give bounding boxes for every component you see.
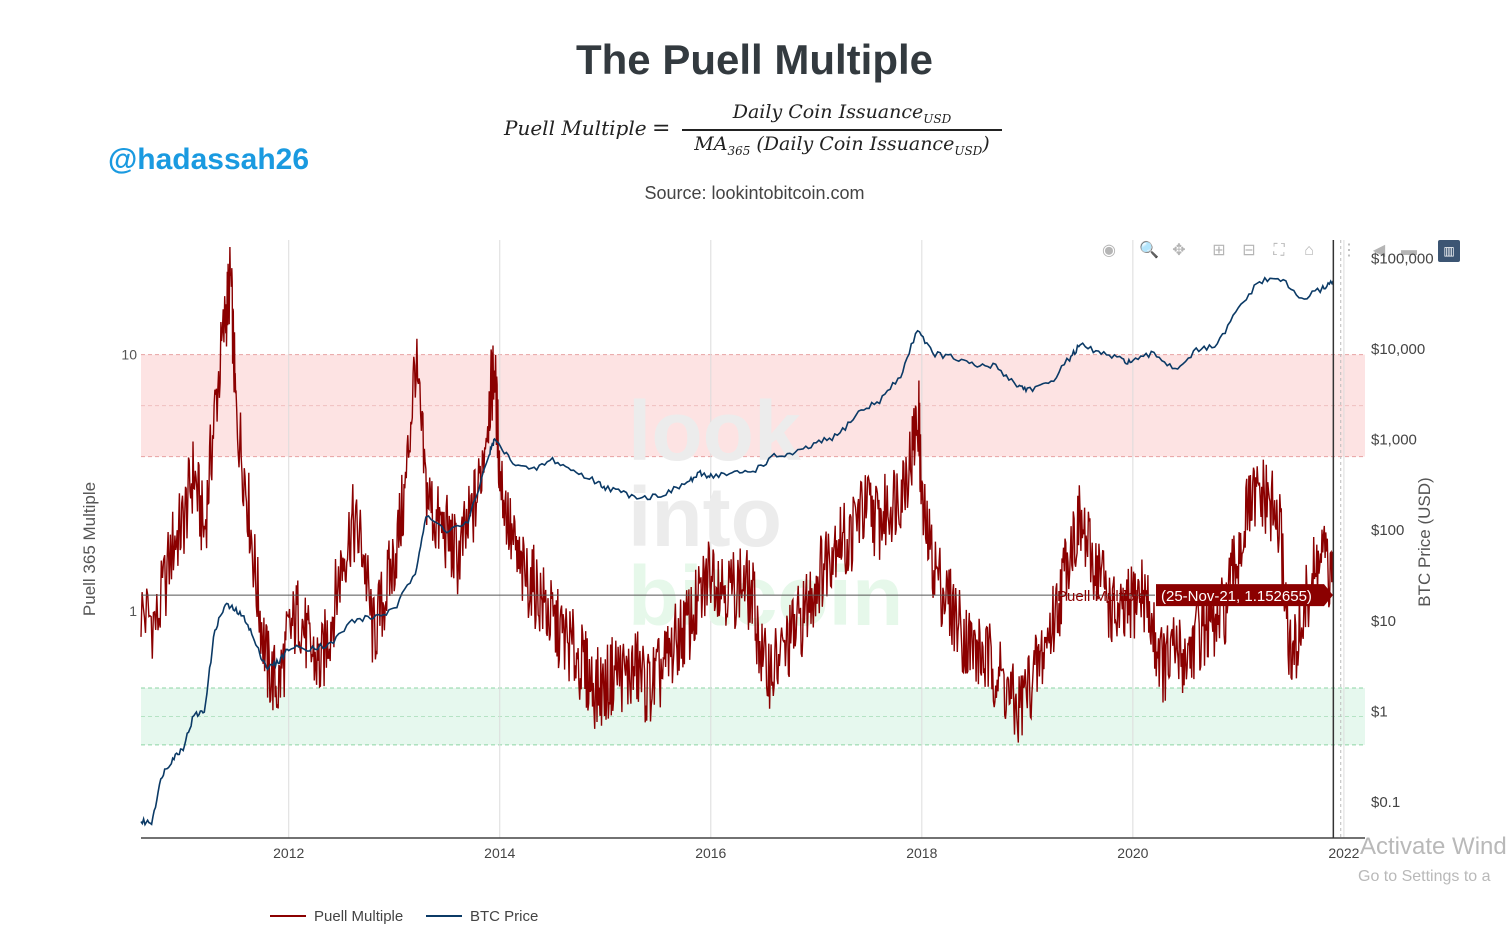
os-activate-text: Activate Wind — [1360, 833, 1507, 860]
plot-toolbar: ◉ 🔍 ✥ ⊞ ⊟ ⛶ ⌂ ⋮ ◀ ▬ ▥ — [1096, 240, 1466, 262]
watermark-into: into — [628, 470, 782, 564]
y-left-tick-label: 1 — [129, 603, 137, 619]
y-right-tick-label: $0.1 — [1371, 794, 1400, 811]
formula-close: ) — [982, 133, 990, 155]
series-line-puell-multiple — [140, 246, 1334, 743]
x-tick-label: 2014 — [484, 845, 515, 861]
series-layer — [140, 246, 1335, 827]
autoscale-icon[interactable]: ⛶ — [1273, 242, 1285, 259]
y-right-tick-label: $10,000 — [1371, 341, 1425, 358]
x-tick-label: 2012 — [273, 845, 304, 861]
y-right-tick-label: $10 — [1371, 613, 1396, 630]
x-tick-label: 2022 — [1328, 845, 1359, 861]
y-right-tick-label: $100,000 — [1371, 250, 1434, 267]
y-right-tick-label: $100 — [1371, 522, 1404, 539]
grid-layer — [288, 240, 1345, 838]
formula-fraction-bar — [682, 129, 1002, 131]
y-right-tick-label: $1 — [1371, 703, 1388, 720]
hover-closest-icon[interactable]: ◀ — [1372, 242, 1386, 259]
formula-numerator-text: Daily Coin Issuance — [732, 101, 924, 123]
formula-ma: MA — [694, 133, 728, 155]
hover-compare-icon[interactable]: ▬ — [1401, 242, 1417, 259]
tooltip-box — [1156, 584, 1333, 607]
camera-icon[interactable]: ◉ — [1102, 242, 1116, 259]
plotly-logo-icon[interactable]: ▥ — [1438, 240, 1460, 262]
author-handle: @hadassah26 — [108, 143, 310, 176]
hover-layer: Puell Multiple (25-Nov-21, 1.152655) — [141, 240, 1342, 838]
legend[interactable]: Puell Multiple BTC Price — [270, 908, 538, 925]
zone-layer — [141, 354, 1365, 746]
formula-numerator: Daily Coin IssuanceUSD — [682, 101, 1002, 126]
formula-denominator-text: (Daily Coin Issuance — [750, 133, 955, 155]
y-left-tick-label: 10 — [121, 347, 137, 363]
home-icon[interactable]: ⌂ — [1304, 242, 1314, 259]
y-right-tick-label: $1,000 — [1371, 432, 1417, 449]
formula-ma-sub: 365 — [727, 143, 751, 158]
formula-lhs: Puell Multiple — [504, 116, 647, 140]
formula-numerator-sub: USD — [923, 111, 952, 126]
y-left-axis-title: Puell 365 Multiple — [80, 482, 99, 616]
y-right-axis-title: BTC Price (USD) — [1415, 477, 1434, 606]
x-tick-label: 2018 — [906, 845, 937, 861]
watermark-look: look — [628, 384, 801, 478]
spike-lines-icon[interactable]: ⋮ — [1341, 242, 1357, 259]
formula-denominator: MA365 (Daily Coin IssuanceUSD) — [682, 133, 1002, 158]
tooltip-series-label: Puell Multiple — [1057, 588, 1146, 605]
puell-formula: Puell Multiple = Daily Coin IssuanceUSD … — [500, 98, 1020, 162]
os-settings-text: Go to Settings to a — [1358, 868, 1491, 885]
formula-denominator-sub: USD — [954, 143, 983, 158]
axes-layer: 2012 2014 2016 2018 2020 2022 1 10 $0.1 $1 $10 $100… — [80, 250, 1434, 861]
x-tick-label: 2020 — [1117, 845, 1148, 861]
legend-label: BTC Price — [470, 908, 538, 925]
source-caption: Source: lookintobitcoin.com — [644, 183, 865, 203]
pan-icon[interactable]: ✥ — [1172, 242, 1186, 259]
chart-title: The Puell Multiple — [575, 36, 934, 83]
tooltip-value: (25-Nov-21, 1.152655) — [1161, 588, 1312, 605]
series-line-btc-price — [140, 276, 1335, 827]
zoom-icon[interactable]: 🔍 — [1139, 242, 1159, 259]
x-tick-label: 2016 — [695, 845, 726, 861]
zoom-in-icon[interactable]: ⊞ — [1212, 242, 1226, 259]
zoom-out-icon[interactable]: ⊟ — [1242, 242, 1256, 259]
formula-equals: = — [652, 116, 671, 141]
legend-label: Puell Multiple — [314, 908, 403, 925]
